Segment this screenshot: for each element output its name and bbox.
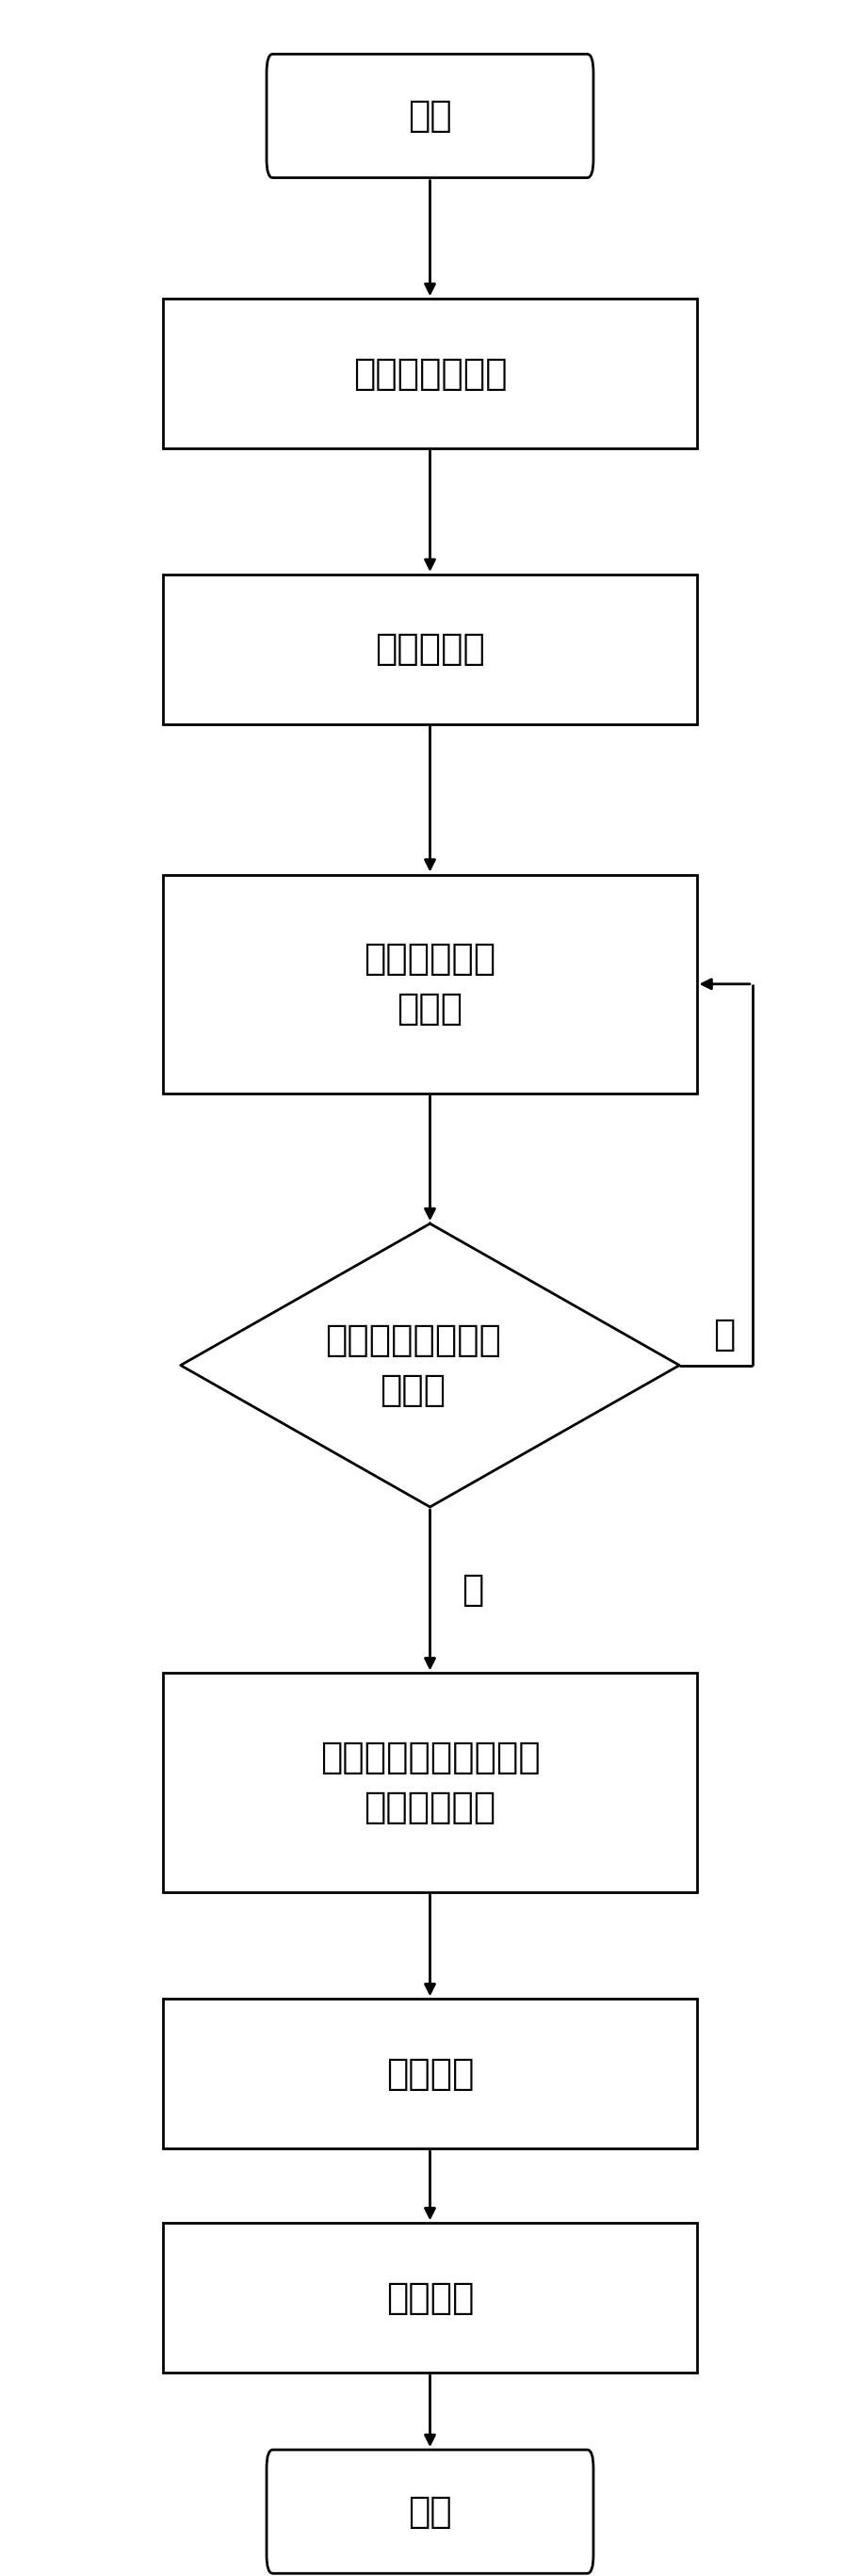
- Text: 否: 否: [714, 1316, 735, 1352]
- Bar: [163, 1999, 697, 2148]
- Bar: [163, 299, 697, 448]
- Bar: [163, 876, 697, 1092]
- Text: 完成定位: 完成定位: [386, 2280, 474, 2316]
- Text: 水下作业，观
察坝体: 水下作业，观 察坝体: [364, 940, 496, 1028]
- Text: 是: 是: [462, 1571, 484, 1607]
- FancyBboxPatch shape: [267, 2450, 593, 2573]
- Text: 是否存在明显裂缝
缺陷？: 是否存在明显裂缝 缺陷？: [325, 1321, 501, 1409]
- Bar: [163, 2223, 697, 2372]
- Bar: [163, 574, 697, 724]
- Text: 安装振动传感器: 安装振动传感器: [353, 355, 507, 392]
- Bar: [163, 1674, 697, 1891]
- Text: 进行预实验: 进行预实验: [375, 631, 485, 667]
- Text: 拍摄记录裂缝，同时敲
击水坝裂缝处: 拍摄记录裂缝，同时敲 击水坝裂缝处: [320, 1739, 540, 1826]
- Text: 数据处理: 数据处理: [386, 2056, 474, 2092]
- Text: 开始: 开始: [408, 98, 452, 134]
- FancyBboxPatch shape: [267, 54, 593, 178]
- Text: 结束: 结束: [408, 2494, 452, 2530]
